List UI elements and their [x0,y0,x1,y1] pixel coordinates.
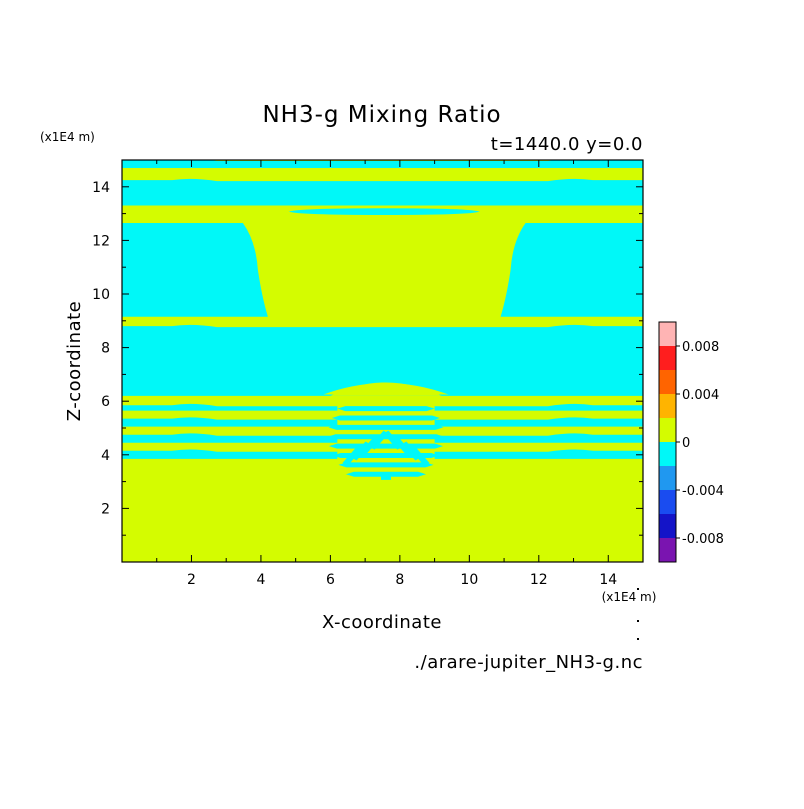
colorbar-tick-label: 0 [682,436,690,451]
colorbar-tick-label: -0.004 [682,484,724,499]
contour-chevron [338,462,434,468]
negative-regions [122,160,643,480]
colorbar-swatch [659,418,676,442]
colorbar-swatch [659,538,676,562]
x-axis-label: X-coordinate [322,612,442,633]
tiny-mark [637,638,639,640]
x-tick-label: 14 [599,572,617,588]
chart-title: NH3-g Mixing Ratio [262,102,501,128]
x-tick-label: 8 [395,572,404,588]
contour-arch-fill [323,383,449,395]
contour-band [122,324,643,396]
contour-streak [369,430,389,450]
colorbar-tick-label: -0.008 [682,532,724,547]
tiny-marks [637,588,639,640]
colorbar-swatch [659,466,676,490]
plot-area [122,160,643,562]
colorbar-swatch [659,490,676,514]
colorbar-swatch [659,514,676,538]
y-unit-label: (x1E4 m) [40,130,95,144]
y-tick-label: 10 [92,287,110,303]
contour-chevron [331,415,441,421]
tiny-mark [637,620,639,622]
colorbar-swatch [659,370,676,394]
y-tick-label: 2 [101,501,110,517]
source-file-label: ./arare-jupiter_NH3-g.nc [414,652,643,673]
contour-tip [380,474,391,480]
contour-band [122,160,643,169]
y-tick-label: 4 [101,448,110,464]
colorbar-swatch [659,322,676,346]
x-axis-ticks: 2 4 6 8 10 12 14 [156,160,644,588]
colorbar-swatch [659,394,676,418]
x-tick-label: 10 [460,572,478,588]
contour-chevron [337,406,435,412]
chart-subtitle: t=1440.0 y=0.0 [491,134,643,155]
x-tick-label: 4 [256,572,265,588]
contour-chevron [327,434,445,440]
x-tick-label: 2 [187,572,196,588]
x-tick-label: 12 [530,572,548,588]
contour-chevron [328,443,444,449]
contour-block [500,222,643,317]
x-unit-label: (x1E4 m) [602,590,657,604]
colorbar-swatch [659,442,676,466]
contour-chevron [345,471,427,477]
contour-band [122,178,643,206]
y-tick-label: 8 [101,341,110,357]
contour-lens [288,208,480,215]
y-tick-label: 12 [92,233,110,249]
y-tick-label: 14 [92,180,110,196]
contour-chevron [328,424,444,430]
colorbar: 0.008 0.004 0 -0.004 -0.008 [658,321,724,563]
x-tick-label: 6 [326,572,335,588]
colorbar-tick-label: 0.008 [682,340,719,355]
colorbar-tick-label: 0.004 [682,388,719,403]
contour-streak [383,430,403,450]
plot-frame [121,159,644,563]
y-axis-ticks: 2 4 6 8 10 12 14 [92,159,643,536]
contour-block [122,222,268,317]
y-axis-label: Z-coordinate [64,301,85,422]
tiny-mark [637,588,639,590]
y-tick-label: 6 [101,394,110,410]
colorbar-swatch [659,346,676,370]
